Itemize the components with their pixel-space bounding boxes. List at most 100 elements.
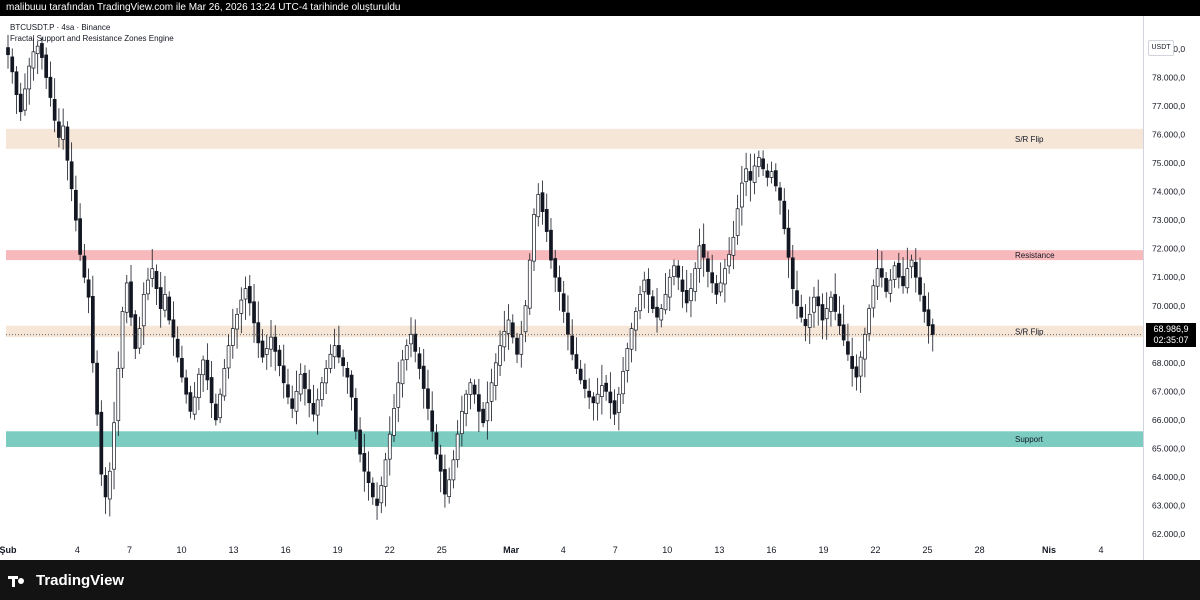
symbol-line[interactable]: BTCUSDT.P · 4sa · Binance (10, 23, 111, 32)
candle-body (833, 294, 838, 312)
candle-body (740, 182, 744, 208)
time-tick-label: 4 (1099, 545, 1104, 555)
time-tick-label: Şub (0, 545, 17, 555)
price-axis-labels: 62.000,0 63.000,0 64.000,0 65.000,0 66.000,0… (1152, 44, 1185, 539)
candle-body (625, 348, 630, 371)
candle-body (901, 275, 905, 287)
chart-area[interactable]: S/R Flip Resistance S/R Flip Support Şub 4 7 1… (0, 16, 1200, 560)
tradingview-logo[interactable]: TradingView (8, 572, 124, 589)
currency-label[interactable]: USDT (1148, 40, 1174, 56)
candle-body (710, 272, 715, 284)
zone-label: S/R Flip (1015, 135, 1044, 144)
candle-body (646, 278, 651, 295)
candle-body (218, 393, 222, 419)
candle-body (175, 338, 180, 358)
candle-body (633, 311, 638, 331)
candle-body (281, 365, 286, 384)
candle-body (167, 296, 172, 321)
candle-body (532, 214, 536, 262)
candle-body (464, 393, 468, 414)
candle-body (629, 328, 634, 350)
candle-body (493, 362, 498, 386)
candle-body (841, 324, 846, 341)
candle-body (888, 279, 893, 294)
candle-body (235, 313, 239, 330)
candle-body (57, 121, 61, 138)
candle-body (519, 333, 524, 355)
candle-body (922, 295, 927, 312)
candle-body (854, 366, 859, 378)
candle-body (192, 396, 197, 415)
candles-layer (6, 34, 935, 520)
last-price-value: 68.986,9 (1153, 323, 1189, 334)
price-axis[interactable]: 62.000,0 63.000,0 64.000,0 65.000,0 66.000,0… (1143, 16, 1200, 560)
candle-body (61, 125, 65, 140)
candle-body (273, 336, 278, 352)
candle-body (256, 322, 261, 344)
chart-legend[interactable]: BTCUSDT.P · 4sa · Binance Fractal Suppor… (10, 22, 174, 44)
candle-body (544, 209, 549, 232)
candle-body (672, 265, 676, 277)
indicator-name[interactable]: Fractal Support and Resistance Zones Eng… (10, 34, 174, 43)
candle-body (659, 308, 664, 321)
candle-body (600, 385, 604, 397)
candle-body (65, 126, 70, 161)
candle-body (727, 254, 731, 267)
price-tick-label: 70.000,0 (1152, 301, 1185, 311)
time-tick-label: 10 (662, 545, 672, 555)
candle-body (616, 393, 621, 413)
candle-body (583, 379, 587, 389)
candle-body (756, 157, 761, 168)
candle-body (197, 373, 201, 398)
time-axis[interactable]: Şub 4 7 10 13 16 19 22 25 Mar 4 7 10 13 16 19 22 25 28 Nis 4… (0, 545, 1156, 555)
candle-body (816, 296, 821, 307)
candle-body (714, 283, 719, 295)
time-tick-label: 25 (437, 545, 447, 555)
candle-body (773, 170, 778, 187)
candle-body (438, 454, 443, 472)
candle-body (549, 229, 553, 261)
candle-body (510, 322, 515, 338)
candle-body (69, 161, 74, 190)
candle-body (748, 171, 753, 181)
candle-body (112, 422, 116, 470)
zone-flip (6, 325, 1143, 338)
time-tick-label: 16 (766, 545, 776, 555)
candle-body (650, 296, 655, 309)
candle-body (896, 262, 901, 278)
candle-body (655, 306, 659, 318)
time-tick-label: 16 (281, 545, 291, 555)
price-tick-label: 63.000,0 (1152, 500, 1185, 510)
candle-body (18, 93, 23, 113)
candle-body (137, 328, 142, 349)
candle-body (485, 402, 490, 422)
candle-body (884, 278, 888, 292)
candle-body (298, 373, 303, 395)
candle-body (820, 304, 825, 321)
candle-body (837, 313, 842, 327)
price-tick-label: 75.000,0 (1152, 158, 1185, 168)
candle-body (52, 99, 57, 121)
time-tick-label: 4 (75, 545, 80, 555)
candle-body (693, 268, 698, 292)
candle-body (379, 485, 384, 504)
time-tick-label: Mar (503, 545, 520, 555)
candle-body (82, 255, 87, 278)
candle-body (926, 309, 931, 327)
candle-body (850, 356, 855, 369)
price-tick-label: 62.000,0 (1152, 529, 1185, 539)
price-tick-label: 64.000,0 (1152, 472, 1185, 482)
attribution-bar: malibuuu tarafından TradingView.com ile … (0, 0, 1200, 16)
candle-body (523, 305, 528, 333)
candle-body (447, 479, 452, 497)
candle-body (536, 194, 541, 218)
candle-body (689, 288, 693, 302)
candle-body (286, 384, 290, 398)
candle-body (413, 333, 418, 352)
zone-label: Resistance (1015, 251, 1055, 260)
candle-body (150, 268, 155, 279)
candle-body (303, 372, 307, 389)
candle-body (358, 429, 362, 455)
candle-body (752, 165, 757, 183)
